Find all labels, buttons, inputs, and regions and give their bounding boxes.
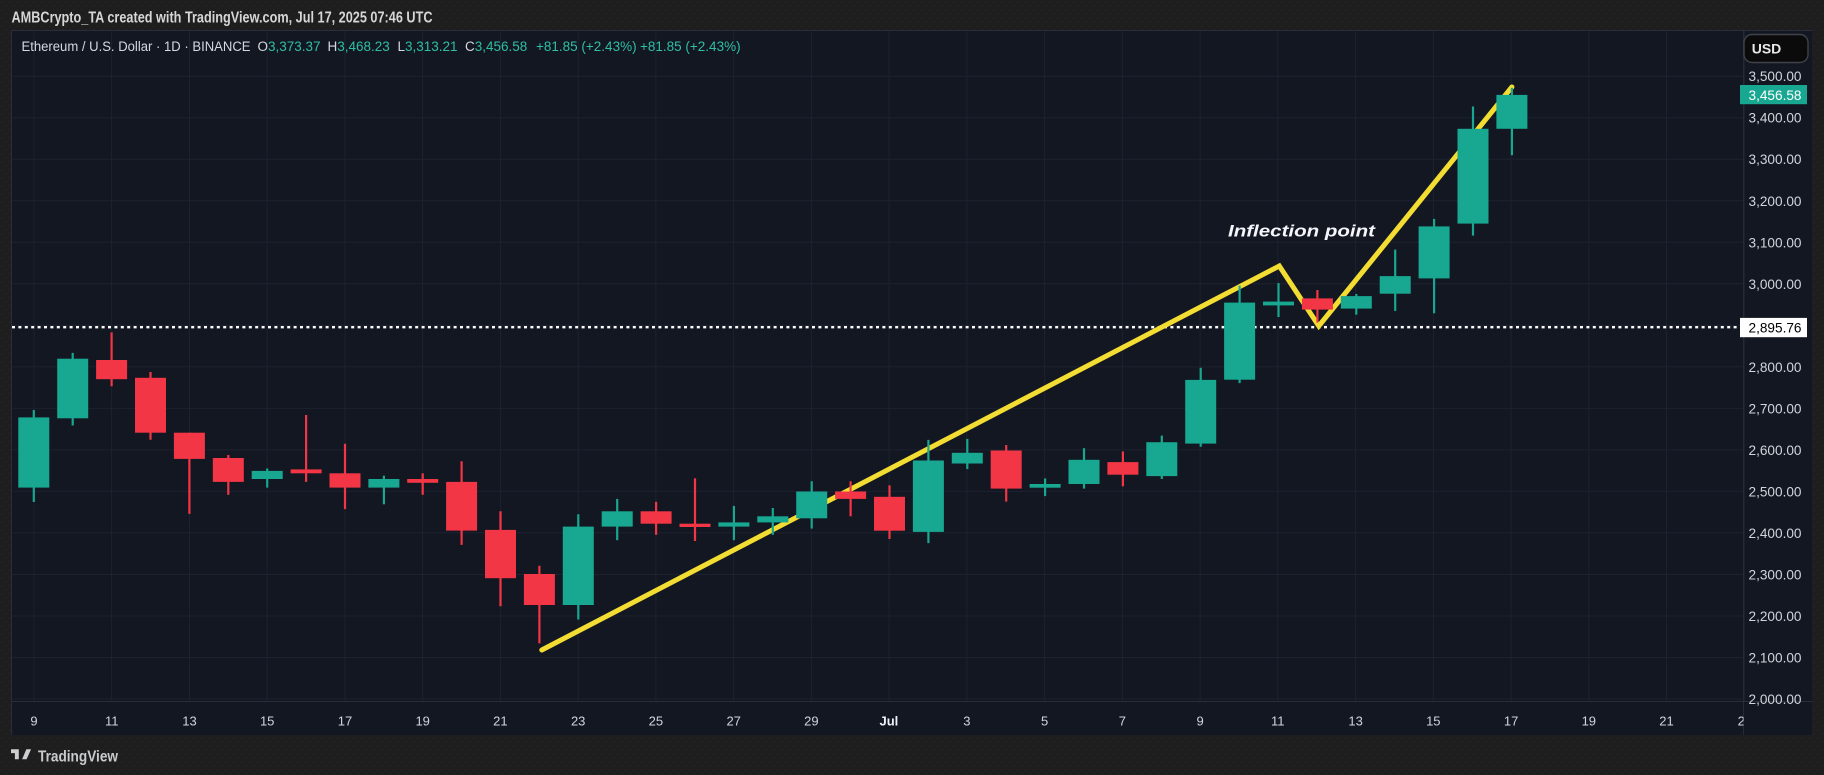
svg-text:3,400.00: 3,400.00: [1749, 110, 1802, 126]
svg-text:TradingView: TradingView: [38, 749, 119, 766]
svg-text:19: 19: [1582, 714, 1596, 729]
svg-text:23: 23: [571, 714, 585, 729]
svg-text:21: 21: [493, 714, 507, 729]
svg-text:3,300.00: 3,300.00: [1749, 151, 1802, 167]
svg-text:21: 21: [1659, 714, 1673, 729]
svg-text:Jul: Jul: [880, 714, 899, 729]
svg-text:3,456.58: 3,456.58: [1749, 87, 1802, 103]
svg-text:5: 5: [1041, 714, 1048, 729]
svg-text:19: 19: [415, 714, 429, 729]
svg-text:2,600.00: 2,600.00: [1749, 442, 1802, 458]
svg-text:17: 17: [1504, 714, 1518, 729]
svg-text:11: 11: [105, 714, 119, 729]
svg-text:2,895.76: 2,895.76: [1749, 320, 1802, 336]
svg-text:9: 9: [1196, 714, 1203, 729]
svg-text:15: 15: [260, 714, 274, 729]
svg-text:11: 11: [1271, 714, 1285, 729]
svg-text:3,100.00: 3,100.00: [1749, 234, 1802, 250]
svg-text:Ethereum / U.S. Dollar · 1D ·: Ethereum / U.S. Dollar · 1D · BINANCE: [22, 39, 251, 54]
svg-text:Inflection point: Inflection point: [1228, 222, 1377, 241]
svg-text:3,200.00: 3,200.00: [1749, 193, 1802, 209]
svg-text:2,800.00: 2,800.00: [1749, 359, 1802, 375]
svg-text:2,300.00: 2,300.00: [1749, 567, 1802, 583]
svg-text:25: 25: [649, 714, 663, 729]
svg-text:3,500.00: 3,500.00: [1749, 68, 1802, 84]
svg-text:3,000.00: 3,000.00: [1749, 276, 1802, 292]
svg-text:13: 13: [182, 714, 196, 729]
svg-text:23: 23: [1738, 714, 1752, 729]
svg-text:27: 27: [726, 714, 740, 729]
svg-text:2,400.00: 2,400.00: [1749, 525, 1802, 541]
svg-text:29: 29: [804, 714, 818, 729]
svg-text:2,200.00: 2,200.00: [1749, 608, 1802, 624]
svg-text:13: 13: [1348, 714, 1362, 729]
svg-text:2,500.00: 2,500.00: [1749, 483, 1802, 499]
svg-text:2,100.00: 2,100.00: [1749, 650, 1802, 666]
svg-text:15: 15: [1426, 714, 1440, 729]
svg-text:17: 17: [338, 714, 352, 729]
svg-text:7: 7: [1119, 714, 1126, 729]
svg-text:9: 9: [30, 714, 37, 729]
svg-text:2,000.00: 2,000.00: [1749, 691, 1802, 707]
svg-text:AMBCrypto_TA created with Trad: AMBCrypto_TA created with TradingView.co…: [12, 10, 433, 27]
svg-text:2,700.00: 2,700.00: [1749, 400, 1802, 416]
svg-text:USD: USD: [1752, 40, 1782, 56]
svg-text:3: 3: [963, 714, 970, 729]
